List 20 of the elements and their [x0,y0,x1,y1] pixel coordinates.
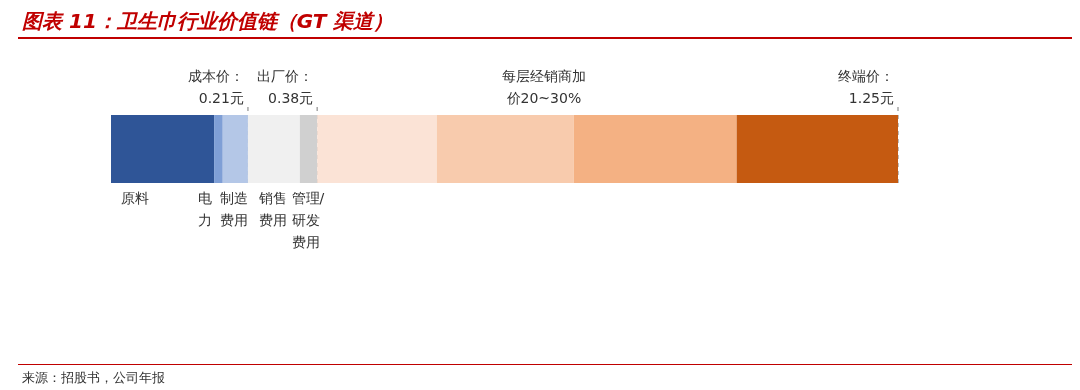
bar [573,115,737,183]
ref-line-label: 出厂价：0.38元 [257,68,314,106]
bar [736,115,898,183]
series-label: 销售费用 [257,190,287,228]
series-label: 管理/研发费用 [291,190,325,250]
series-label: 电力 [198,190,213,228]
bar [111,115,215,183]
source-note: 来源：招股书，公司年报 [22,369,165,387]
series-label: 原料 [121,190,149,206]
chart-title: 图表 11：卫生巾行业价值链（GT 渠道） [22,8,394,35]
bar [317,115,437,183]
bar [247,115,300,183]
text: 每层经销商加价20~30% [501,68,586,106]
ref-line-label: 终端价：1.25元 [838,68,894,106]
bar [214,115,223,183]
series-label: 制造费用 [220,190,249,228]
bar [436,115,574,183]
ref-line-label: 成本价：0.21元 [187,68,244,106]
bar [299,115,318,183]
bar [222,115,248,183]
